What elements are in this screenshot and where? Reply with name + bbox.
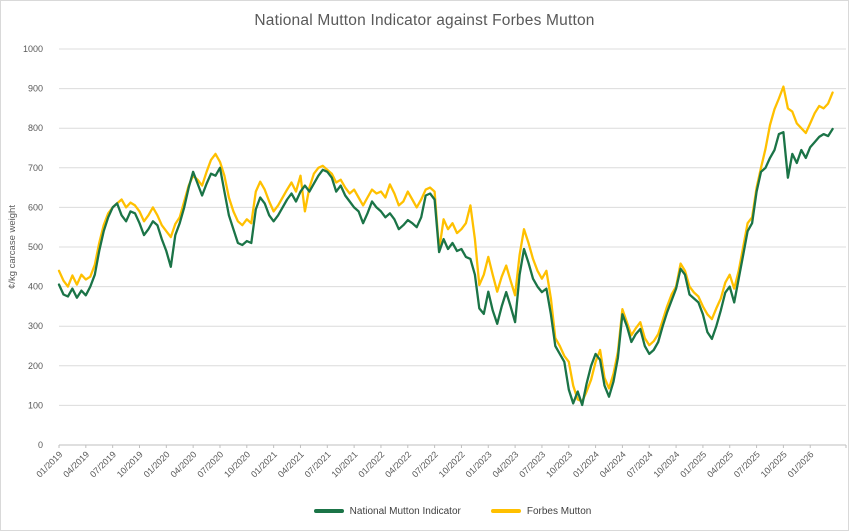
y-tick-label: 700	[28, 163, 43, 173]
x-tick-label: 07/2025	[732, 449, 762, 479]
x-tick-label: 07/2021	[303, 449, 333, 479]
x-tick-label: 04/2025	[705, 449, 735, 479]
y-tick-label: 800	[28, 123, 43, 133]
y-tick-label: 500	[28, 242, 43, 252]
legend-label-national-mutton-indicator: National Mutton Indicator	[349, 505, 461, 517]
x-tick-label: 04/2019	[61, 449, 91, 479]
y-tick-label: 0	[38, 440, 43, 450]
x-tick-label: 07/2019	[88, 449, 118, 479]
x-tick-label: 07/2022	[410, 449, 440, 479]
x-tick-label: 01/2026	[786, 449, 816, 479]
legend-item-national-mutton-indicator: National Mutton Indicator	[313, 505, 461, 517]
x-tick-label: 10/2021	[329, 449, 359, 479]
chart-title: National Mutton Indicator against Forbes…	[254, 12, 595, 29]
x-tick-label: 10/2023	[544, 449, 574, 479]
x-tick-label: 10/2022	[437, 449, 467, 479]
x-tick-label: 04/2024	[598, 449, 628, 479]
x-tick-label: 07/2020	[195, 449, 225, 479]
legend-item-forbes-mutton: Forbes Mutton	[490, 505, 592, 517]
x-tick-label: 04/2023	[490, 449, 520, 479]
y-tick-label: 100	[28, 400, 43, 410]
x-tick-label: 10/2019	[115, 449, 145, 479]
x-tick-label: 01/2025	[678, 449, 708, 479]
forbes-mutton-line-swatch	[490, 509, 521, 513]
x-tick-label: 10/2025	[759, 449, 789, 479]
y-tick-label: 400	[28, 282, 43, 292]
x-tick-label: 01/2023	[464, 449, 494, 479]
x-tick-label: 04/2020	[168, 449, 198, 479]
y-axis-title: ¢/kg carcase weight	[7, 205, 18, 289]
legend-label-forbes-mutton: Forbes Mutton	[526, 505, 592, 517]
x-tick-label: 01/2024	[571, 449, 601, 479]
y-tick-label: 900	[28, 84, 43, 94]
x-tick-label: 10/2020	[222, 449, 252, 479]
y-tick-label: 200	[28, 361, 43, 371]
x-tick-label: 01/2019	[34, 449, 64, 479]
x-tick-label: 01/2020	[142, 449, 172, 479]
legend: National Mutton Indicator Forbes Mutton	[59, 499, 846, 523]
x-tick-label: 10/2024	[651, 449, 681, 479]
x-tick-label: 01/2022	[356, 449, 386, 479]
series-line-national-mutton-indicator	[57, 127, 834, 407]
y-tick-label: 1000	[23, 44, 43, 54]
x-tick-label: 07/2024	[625, 449, 655, 479]
x-tick-label: 07/2023	[517, 449, 547, 479]
x-tick-label: 04/2021	[276, 449, 306, 479]
x-tick-label: 01/2021	[249, 449, 279, 479]
national-mutton-indicator-line-swatch	[313, 509, 344, 513]
y-tick-label: 300	[28, 321, 43, 331]
y-tick-label: 600	[28, 202, 43, 212]
x-tick-label: 04/2022	[383, 449, 413, 479]
